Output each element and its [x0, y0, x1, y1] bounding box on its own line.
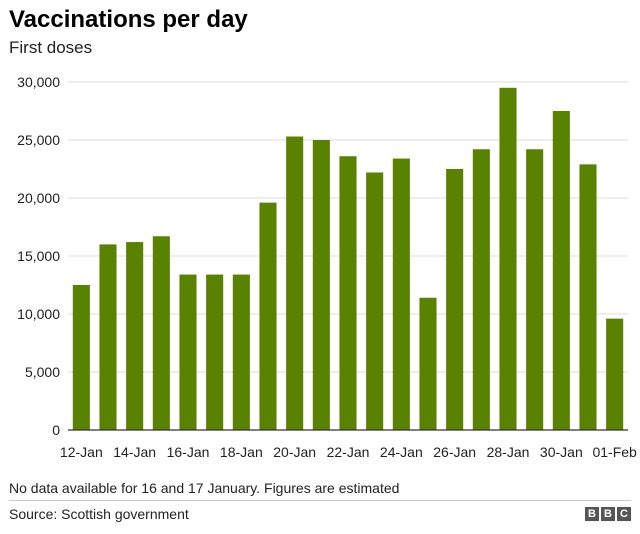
bar-19-Jan [259, 202, 277, 430]
bbc-logo-letter: B [585, 507, 599, 521]
x-axis-tick-labels: 12-Jan 14-Jan 16-Jan 18-Jan 20-Jan 22-Jan 24-J… [60, 444, 637, 460]
chart-title: Vaccinations per day [9, 6, 248, 33]
bar-27-Jan [472, 149, 490, 430]
y-tick-label: 20,000 [17, 190, 60, 206]
bar-29-Jan [526, 149, 544, 430]
y-tick-label: 10,000 [17, 306, 60, 322]
bar-23-Jan [366, 172, 384, 431]
bar-18-Jan [232, 274, 250, 430]
footer-divider [9, 500, 631, 501]
bar-28-Jan [499, 87, 517, 431]
x-tick-label: 20-Jan [273, 444, 316, 460]
bar-17-Jan [206, 274, 224, 430]
y-tick-label: 30,000 [17, 74, 60, 90]
bar-24-Jan [392, 158, 410, 430]
bar-22-Jan [339, 156, 357, 431]
bar-30-Jan [552, 111, 570, 430]
bar-13-Jan [99, 244, 117, 430]
bar-20-Jan [286, 136, 304, 430]
bar-21-Jan [312, 140, 330, 430]
bar-26-Jan [446, 169, 464, 430]
y-tick-label: 15,000 [17, 248, 60, 264]
bar-31-Jan [579, 164, 597, 431]
x-tick-label: 18-Jan [220, 444, 263, 460]
bar-01-Feb [606, 318, 624, 430]
x-tick-label: 26-Jan [433, 444, 476, 460]
bar-chart: 0 5,000 10,000 15,000 20,000 25,000 30,000 12-… [17, 74, 637, 460]
x-tick-label: 28-Jan [487, 444, 530, 460]
x-tick-label: 16-Jan [167, 444, 210, 460]
x-tick-label: 30-Jan [540, 444, 583, 460]
bbc-logo: B B C [585, 507, 631, 521]
bbc-logo-letter: B [601, 507, 615, 521]
chart-subtitle: First doses [9, 38, 93, 57]
x-tick-label: 22-Jan [327, 444, 370, 460]
bbc-logo-letter: C [617, 507, 631, 521]
y-tick-label: 0 [52, 422, 60, 438]
bar-14-Jan [126, 242, 144, 430]
bar-15-Jan [152, 236, 170, 430]
x-tick-label: 01-Feb [592, 444, 637, 460]
bar-25-Jan [419, 297, 437, 430]
footnote: No data available for 16 and 17 January.… [9, 480, 400, 496]
bars [72, 87, 624, 431]
x-tick-label: 14-Jan [113, 444, 156, 460]
x-tick-label: 12-Jan [60, 444, 103, 460]
source-text: Source: Scottish government [9, 506, 189, 522]
y-tick-label: 5,000 [25, 364, 60, 380]
y-tick-label: 25,000 [17, 132, 60, 148]
y-axis-tick-labels: 0 5,000 10,000 15,000 20,000 25,000 30,000 [17, 74, 60, 438]
x-tick-label: 24-Jan [380, 444, 423, 460]
bar-16-Jan [179, 274, 197, 430]
bar-12-Jan [72, 285, 90, 430]
